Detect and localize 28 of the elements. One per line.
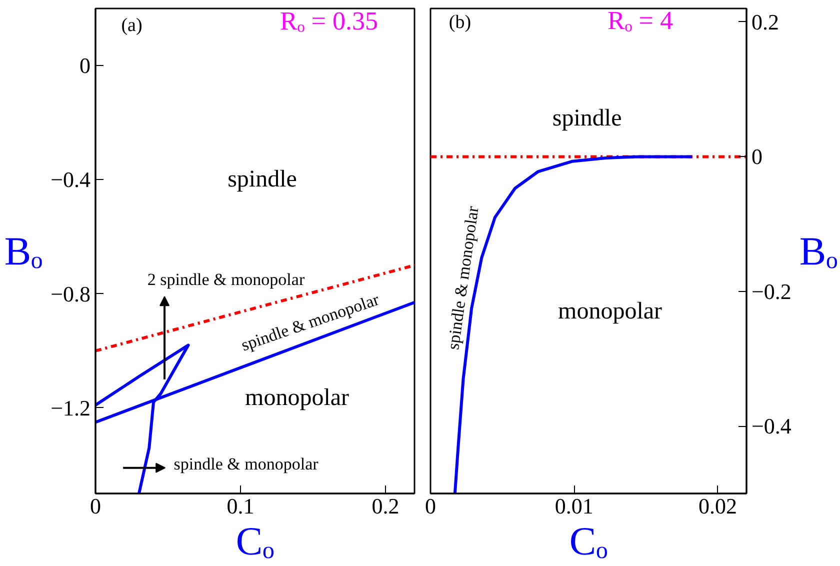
annotation: (a): [121, 15, 142, 36]
annotation: spindle & monopolar: [444, 204, 482, 351]
annotation: spindle & monopolar: [174, 454, 319, 474]
y-axis-title: Bₒ: [4, 228, 43, 274]
annotation: spindle: [552, 105, 622, 132]
x-axis-title: Cₒ: [569, 518, 608, 564]
annotation: Rₒ = 4: [607, 6, 673, 36]
annotation: (b): [448, 12, 472, 34]
annotation: monopolar: [558, 298, 662, 325]
y-tick-label: 0: [752, 144, 762, 170]
x-tick-label: 0.01: [554, 494, 594, 518]
x-tick-label: 0.2: [372, 494, 400, 518]
y-tick-label: −1.2: [50, 395, 91, 420]
x-tick-label: 0: [425, 494, 436, 518]
annotation: Rₒ = 0.35: [280, 6, 378, 36]
annotation: spindle: [228, 166, 297, 193]
x-tick-label: 0.1: [226, 494, 254, 518]
x-tick-label: 0.02: [698, 494, 738, 518]
y-axis-title: Bₒ: [799, 228, 838, 274]
annotation: monopolar: [245, 384, 350, 411]
y-tick-label: −0.4: [50, 167, 91, 192]
y-tick-label: 0.2: [752, 9, 779, 34]
y-tick-label: −0.2: [752, 278, 792, 304]
y-tick-label: −0.4: [752, 414, 792, 439]
x-axis-title: Cₒ: [236, 518, 274, 564]
y-tick-label: −0.8: [50, 281, 91, 306]
y-tick-label: 0: [80, 53, 90, 78]
annotation: 2 spindle & monopolar: [147, 270, 305, 290]
